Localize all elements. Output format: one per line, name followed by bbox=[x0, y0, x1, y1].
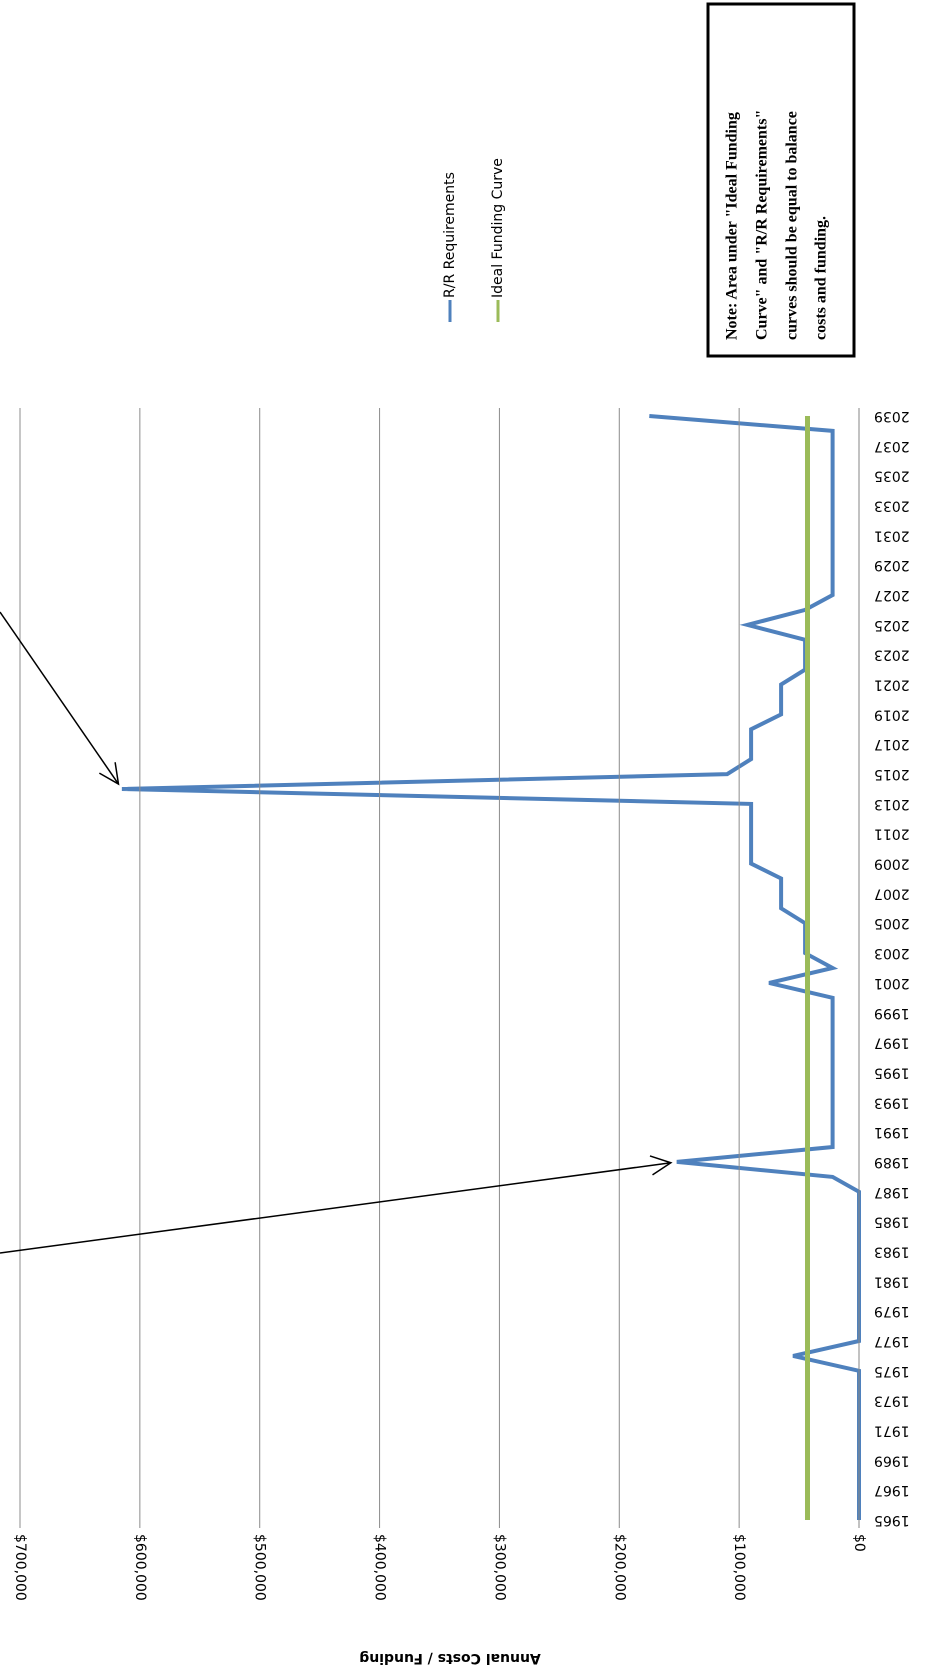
annotations bbox=[0, 611, 673, 1254]
x-tick-label: 1969 bbox=[874, 1452, 910, 1468]
y-tick-label: $300,000 bbox=[491, 1534, 507, 1601]
annotation-arrowhead bbox=[98, 762, 120, 786]
x-tick-label: 1971 bbox=[874, 1422, 910, 1438]
x-tick-label: 2027 bbox=[874, 587, 910, 603]
note-line: Curve" and "R/R Requirements" bbox=[754, 110, 771, 340]
series-line-1 bbox=[121, 414, 861, 1520]
x-tick-label: 1985 bbox=[874, 1214, 910, 1230]
x-tick-label: 2017 bbox=[874, 736, 910, 752]
x-tick-label: 2011 bbox=[874, 826, 910, 842]
x-tick-label: 1983 bbox=[874, 1243, 910, 1259]
legend: R/R Requirements Ideal Funding Curve bbox=[442, 158, 506, 322]
x-tick-label: 1999 bbox=[874, 1005, 910, 1021]
x-tick-label: 1997 bbox=[874, 1035, 910, 1051]
y-tick-label: $200,000 bbox=[611, 1534, 627, 1601]
x-tick-label: 1965 bbox=[874, 1512, 910, 1528]
x-tick-label: 1993 bbox=[874, 1094, 910, 1110]
legend-item: R/R Requirements bbox=[442, 172, 458, 322]
annotation-arrow bbox=[0, 611, 120, 785]
y-tick-label: $0 bbox=[851, 1534, 867, 1552]
y-tick-label: $500,000 bbox=[252, 1534, 268, 1601]
y-tick-label: $100,000 bbox=[731, 1534, 747, 1601]
x-tick-label: 2035 bbox=[874, 468, 910, 484]
annotation-arrow bbox=[0, 1162, 671, 1254]
x-tick-label: 2019 bbox=[874, 706, 910, 722]
x-tick-label: 1987 bbox=[874, 1184, 910, 1200]
note-line: Note: Area under "Ideal Funding bbox=[724, 112, 741, 340]
note-line: costs and funding. bbox=[813, 216, 830, 340]
y-axis-label: Annual Costs / Funding bbox=[359, 1650, 541, 1666]
x-tick-label: 1989 bbox=[874, 1154, 910, 1170]
x-tick-label: 2009 bbox=[874, 856, 910, 872]
x-tick-label: 1977 bbox=[874, 1333, 910, 1349]
annotation-arrowhead bbox=[649, 1155, 673, 1176]
y-tick-label: $600,000 bbox=[132, 1534, 148, 1601]
x-tick-label: 2039 bbox=[874, 408, 910, 424]
x-tick-label: 1975 bbox=[874, 1363, 910, 1379]
note-line: curves should be equal to balance bbox=[784, 111, 801, 340]
x-tick-label: 2007 bbox=[874, 885, 910, 901]
x-tick-label: 1973 bbox=[874, 1393, 910, 1409]
axes: $0 $100,000 $200,000 $300,000 $400,000 $500,0… bbox=[12, 408, 910, 1601]
legend-item: Ideal Funding Curve bbox=[490, 158, 506, 322]
x-tick-label: 2025 bbox=[874, 617, 910, 633]
x-tick-label: 2013 bbox=[874, 796, 910, 812]
x-tick-label: 1967 bbox=[874, 1482, 910, 1498]
x-tick-label: 2005 bbox=[874, 915, 910, 931]
x-tick-label: 1981 bbox=[874, 1273, 910, 1289]
x-tick-label: 2031 bbox=[874, 527, 910, 543]
x-tick-label: 1995 bbox=[874, 1064, 910, 1080]
x-tick-label: 1979 bbox=[874, 1303, 910, 1319]
note-border bbox=[706, 2, 856, 358]
y-tick-label: $400,000 bbox=[372, 1534, 388, 1601]
legend-label: Ideal Funding Curve bbox=[490, 158, 506, 298]
plot-area bbox=[121, 414, 861, 1520]
x-tick-label: 1991 bbox=[874, 1124, 910, 1140]
legend-label: R/R Requirements bbox=[442, 172, 458, 298]
x-tick-label: 2037 bbox=[874, 438, 910, 454]
x-tick-label: 2021 bbox=[874, 677, 910, 693]
x-tick-label: 2033 bbox=[874, 498, 910, 514]
x-tick-label: 2001 bbox=[874, 975, 910, 991]
x-tick-label: 2003 bbox=[874, 945, 910, 961]
x-tick-label: 2029 bbox=[874, 557, 910, 573]
x-tick-label: 2023 bbox=[874, 647, 910, 663]
y-tick-label: $700,000 bbox=[12, 1534, 28, 1601]
x-tick-label: 2015 bbox=[874, 766, 910, 782]
note-box: Note: Area under "Ideal Funding Curve" an… bbox=[706, 2, 856, 358]
